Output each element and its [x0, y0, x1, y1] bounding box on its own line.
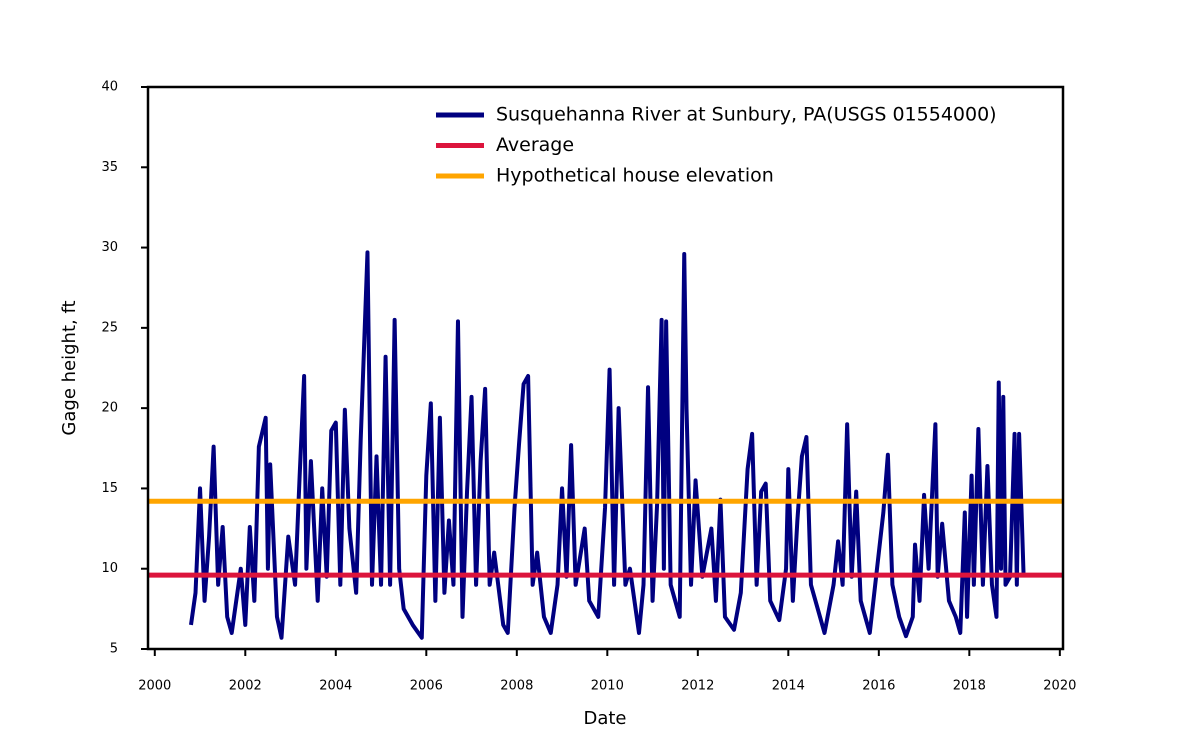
x-tick-label: 2006: [410, 679, 443, 694]
x-tick-label: 2004: [319, 679, 352, 694]
x-axis-label: Date: [583, 708, 626, 729]
x-tick-label: 2014: [772, 679, 805, 694]
x-tick-label: 2018: [953, 679, 986, 694]
x-tick-label: 2012: [681, 679, 714, 694]
x-tick-label: 2020: [1043, 679, 1076, 694]
legend-label: Average: [496, 134, 574, 156]
y-axis-label: Gage height, ft: [59, 300, 80, 435]
y-tick-label: 40: [101, 80, 118, 95]
plot-frame: [146, 85, 1065, 651]
x-tick-label: 2000: [138, 679, 171, 694]
y-tick-label: 35: [101, 160, 118, 175]
y-tick-label: 5: [110, 642, 118, 657]
x-tick-label: 2016: [862, 679, 895, 694]
x-tick-label: 2002: [229, 679, 262, 694]
y-tick-label: 20: [101, 401, 118, 416]
y-tick-label: 10: [101, 561, 118, 576]
y-tick-label: 15: [101, 481, 118, 496]
legend-label: Hypothetical house elevation: [496, 165, 774, 187]
x-tick-label: 2008: [500, 679, 533, 694]
y-tick-label: 30: [101, 240, 118, 255]
legend-label: Susquehanna River at Sunbury, PA(USGS 01…: [496, 104, 997, 126]
x-tick-label: 2010: [591, 679, 624, 694]
y-tick-label: 25: [101, 320, 118, 335]
data-line: [189, 250, 1026, 640]
